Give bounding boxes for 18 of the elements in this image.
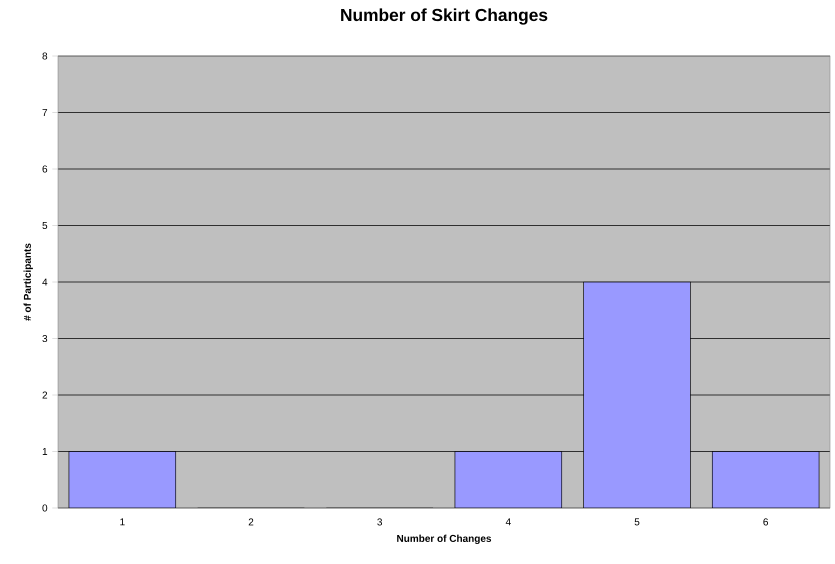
y-tick-label: 3 <box>42 334 48 342</box>
chart-title: Number of Skirt Changes <box>341 8 548 25</box>
x-axis-title: Number of Changes <box>397 534 492 544</box>
y-tick-label: 8 <box>42 52 48 60</box>
x-tick-label: 2 <box>248 518 254 526</box>
y-tick-label: 1 <box>42 448 48 455</box>
y-tick-label: 6 <box>42 165 48 173</box>
y-tick-label: 2 <box>42 392 48 398</box>
x-tick-label: 6 <box>763 518 768 526</box>
x-tick-label: 1 <box>120 518 125 526</box>
x-tick-label: 3 <box>377 518 382 526</box>
x-tick-label: 5 <box>634 518 640 526</box>
y-tick-label: 4 <box>42 278 48 286</box>
x-tick-label: 4 <box>506 518 511 526</box>
y-tick-label: 0 <box>42 504 48 512</box>
y-axis-title: # of Participants <box>24 244 33 321</box>
y-tick-label: 5 <box>42 222 48 229</box>
y-tick-label: 7 <box>42 109 48 116</box>
